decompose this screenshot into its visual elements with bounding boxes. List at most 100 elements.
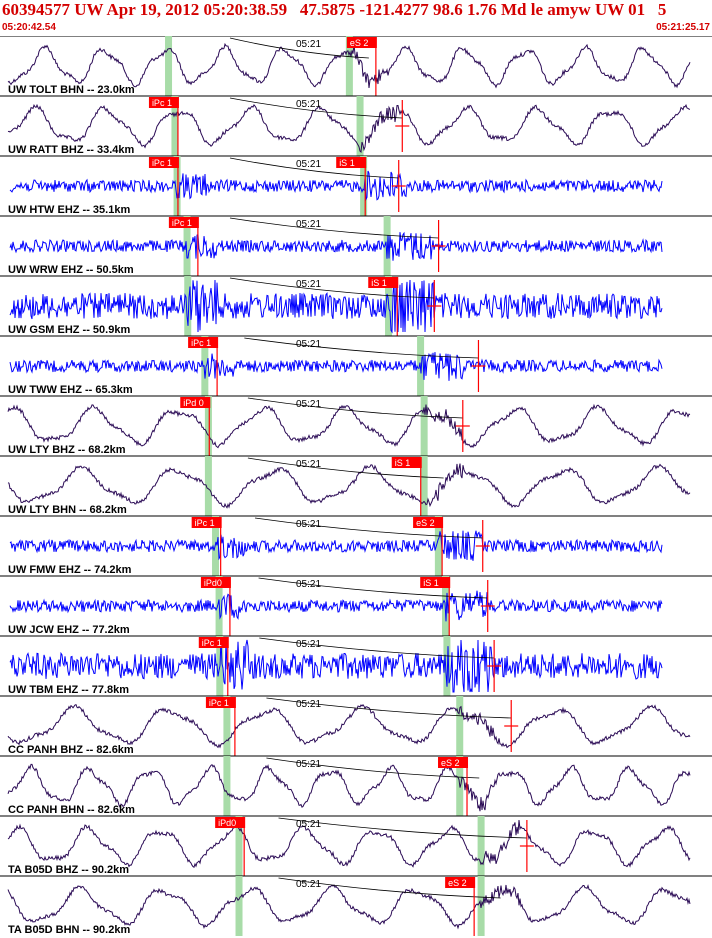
waveform bbox=[9, 352, 663, 381]
trace-row[interactable]: 05:21 iPc 1 iS 1 UW HTW EHZ -- 35.1km bbox=[0, 155, 712, 216]
p-phase-band bbox=[235, 816, 243, 876]
travel-time-curve bbox=[278, 817, 527, 839]
travel-time-curve bbox=[244, 337, 479, 359]
p-phase-band bbox=[173, 156, 181, 216]
pick-box bbox=[336, 157, 367, 168]
travel-time-curve bbox=[229, 277, 435, 299]
pick-box bbox=[346, 37, 377, 48]
s-phase-band bbox=[356, 96, 364, 156]
p-phase-band bbox=[204, 456, 212, 516]
trace-row[interactable]: 05:21 eS 2 TA B05D BHN -- 90.2km bbox=[0, 875, 712, 936]
travel-time-curve bbox=[229, 217, 439, 239]
pick-label: iPd0 bbox=[204, 578, 222, 588]
trace-row[interactable]: 05:21 iPc 1 eS 2 UW FMW EHZ -- 74.2km bbox=[0, 515, 712, 576]
p-phase-band bbox=[223, 696, 231, 756]
waveform bbox=[9, 279, 663, 334]
pick-box bbox=[438, 757, 469, 768]
window-end-time: 05:21:25.17 bbox=[656, 22, 710, 33]
trace-row[interactable]: 05:21 iPc 1 UW TBM EHZ -- 77.8km bbox=[0, 635, 712, 696]
station-label: TA B05D BHZ -- 90.2km bbox=[8, 864, 129, 876]
s-phase-band bbox=[345, 36, 353, 96]
pick-label: iPc 1 bbox=[191, 338, 211, 348]
center-time-label: 05:21 bbox=[296, 579, 321, 590]
station-label: UW RATT BHZ -- 33.4km bbox=[8, 144, 135, 156]
pick-box bbox=[198, 637, 229, 648]
pick-box bbox=[368, 277, 399, 288]
trace-row[interactable]: 05:21 iPd0 TA B05D BHZ -- 90.2km bbox=[0, 815, 712, 876]
center-time-label: 05:21 bbox=[296, 639, 321, 650]
waveform bbox=[7, 884, 691, 930]
station-label: UW TOLT BHN -- 23.0km bbox=[8, 84, 135, 96]
pick-label: eS 2 bbox=[350, 38, 369, 48]
trace-row[interactable]: 05:21 iPd0 iS 1 UW JCW EHZ -- 77.2km bbox=[0, 575, 712, 636]
trace-row[interactable]: 05:21 iS 1 UW GSM EHZ -- 50.9km bbox=[0, 275, 712, 336]
s-phase-band bbox=[420, 456, 428, 516]
center-time-label: 05:21 bbox=[296, 39, 321, 50]
station-label: UW LTY BHN -- 68.2km bbox=[8, 504, 127, 516]
event-title: 60394577 UW Apr 19, 2012 05:20:38.59 47.… bbox=[2, 0, 667, 19]
trace-row[interactable]: 05:21 iPd 0 UW LTY BHZ -- 68.2km bbox=[0, 395, 712, 456]
center-time-label: 05:21 bbox=[296, 459, 321, 470]
p-phase-band bbox=[201, 336, 209, 396]
travel-time-curve bbox=[229, 37, 369, 59]
pick-label: iPc 1 bbox=[172, 218, 192, 228]
trace-row[interactable]: 05:21 iPc 1 UW RATT BHZ -- 33.4km bbox=[0, 95, 712, 156]
pick-box bbox=[188, 337, 219, 348]
travel-time-curve bbox=[247, 457, 444, 479]
pick-label: iPc 1 bbox=[202, 638, 222, 648]
station-label: CC PANH BHN -- 82.6km bbox=[8, 804, 135, 816]
waveform bbox=[9, 231, 663, 261]
station-label: UW TBM EHZ -- 77.8km bbox=[8, 684, 129, 696]
waveform bbox=[7, 703, 691, 749]
trace-row[interactable]: 05:21 eS 2 UW TOLT BHN -- 23.0km bbox=[0, 36, 712, 96]
waveform bbox=[7, 42, 691, 89]
window-start-time: 05:20:42.54 bbox=[2, 22, 56, 33]
trace-row[interactable]: 05:21 iS 1 UW LTY BHN -- 68.2km bbox=[0, 455, 712, 516]
center-time-label: 05:21 bbox=[296, 159, 321, 170]
center-time-label: 05:21 bbox=[296, 699, 321, 710]
pick-label: eS 2 bbox=[448, 878, 467, 888]
pick-label: iS 1 bbox=[395, 458, 411, 468]
s-phase-band bbox=[360, 156, 368, 216]
travel-time-curve bbox=[266, 697, 512, 719]
s-phase-band bbox=[434, 516, 442, 576]
station-label: UW WRW EHZ -- 50.5km bbox=[8, 264, 134, 276]
p-phase-band bbox=[204, 396, 212, 456]
pick-box bbox=[205, 697, 236, 708]
p-phase-band bbox=[184, 276, 192, 336]
pick-box bbox=[200, 577, 231, 588]
p-phase-band bbox=[235, 876, 243, 936]
waveform bbox=[9, 590, 663, 622]
pick-label: iPd0 bbox=[218, 818, 236, 828]
waveform bbox=[7, 463, 691, 509]
pick-box bbox=[413, 517, 444, 528]
waveform bbox=[7, 103, 691, 154]
station-label: UW HTW EHZ -- 35.1km bbox=[8, 204, 130, 216]
center-time-label: 05:21 bbox=[296, 219, 321, 230]
center-time-label: 05:21 bbox=[296, 279, 321, 290]
travel-time-curve bbox=[229, 97, 403, 119]
pick-box bbox=[180, 397, 211, 408]
s-phase-band bbox=[420, 396, 428, 456]
trace-row[interactable]: 05:21 eS 2 CC PANH BHN -- 82.6km bbox=[0, 755, 712, 816]
waveform bbox=[9, 530, 663, 561]
center-time-label: 05:21 bbox=[296, 519, 321, 530]
pick-label: iPc 1 bbox=[152, 158, 172, 168]
trace-row[interactable]: 05:21 iPc 1 UW WRW EHZ -- 50.5km bbox=[0, 215, 712, 276]
p-phase-band bbox=[171, 96, 179, 156]
trace-row[interactable]: 05:21 iPc 1 CC PANH BHZ -- 82.6km bbox=[0, 695, 712, 756]
pick-label: iPc 1 bbox=[209, 698, 229, 708]
waveform bbox=[9, 639, 663, 693]
center-time-label: 05:21 bbox=[296, 879, 321, 890]
travel-time-curve bbox=[259, 637, 495, 659]
station-label: UW GSM EHZ -- 50.9km bbox=[8, 324, 130, 336]
station-label: UW TWW EHZ -- 65.3km bbox=[8, 384, 133, 396]
center-time-label: 05:21 bbox=[296, 399, 321, 410]
travel-time-curve bbox=[278, 877, 501, 899]
seismogram-panel[interactable]: 05:21 eS 2 UW TOLT BHN -- 23.0km 05:21 iPc 1… bbox=[0, 36, 712, 938]
p-phase-band bbox=[223, 756, 231, 816]
trace-row[interactable]: 05:21 iPc 1 UW TWW EHZ -- 65.3km bbox=[0, 335, 712, 396]
s-phase-band bbox=[443, 636, 451, 696]
center-time-label: 05:21 bbox=[296, 99, 321, 110]
station-label: TA B05D BHN -- 90.2km bbox=[8, 924, 130, 936]
